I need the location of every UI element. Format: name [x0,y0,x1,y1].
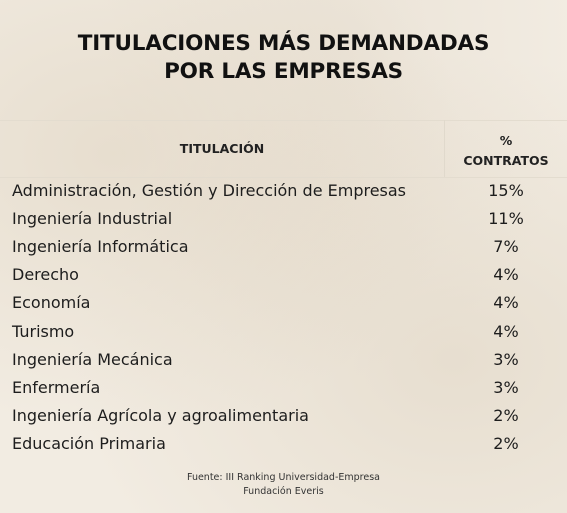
column-header-contratos-label: CONTRATOS [463,153,549,168]
column-header-contratos: % CONTRATOS [445,131,567,171]
source-note: Fuente: III Ranking Universidad-Empresa … [0,471,567,499]
chart-title: TITULACIONES MÁS DEMANDADAS POR LAS EMPR… [0,30,567,86]
table-row-value: 4% [493,322,519,341]
table-row-name: Economía [12,293,91,312]
header-column-divider [444,120,445,177]
table-row-name: Ingeniería Industrial [12,209,173,228]
table-row-value: 3% [493,350,519,369]
table-row-value: 2% [493,406,519,425]
table-header-band [0,120,567,178]
table-row-value: 4% [493,293,519,312]
table-row-name: Ingeniería Informática [12,237,189,256]
table-row-value: 2% [493,434,519,453]
table-row-name: Turismo [12,322,75,341]
table-row-value: 11% [488,209,524,228]
table-row-value: 4% [493,265,519,284]
table-row-value: 15% [488,181,524,200]
source-line-1: Fuente: III Ranking Universidad-Empresa [187,472,380,483]
table-row-name: Enfermería [12,378,101,397]
table-row-value: 3% [493,378,519,397]
table-row-name: Educación Primaria [12,434,166,453]
chart-title-line-2: POR LAS EMPRESAS [164,59,403,84]
column-header-titulacion: TITULACIÓN [179,141,265,156]
chart-title-line-1: TITULACIONES MÁS DEMANDADAS [77,31,490,56]
table-row-name: Ingeniería Agrícola y agroalimentaria [12,406,309,425]
table-row-value: 7% [493,237,519,256]
table-row-name: Ingeniería Mecánica [12,350,173,369]
column-header-percent-sign: % [499,133,513,148]
table-row-name: Administración, Gestión y Dirección de E… [12,181,407,200]
source-line-2: Fundación Everis [243,486,324,497]
table-row-name: Derecho [12,265,79,284]
